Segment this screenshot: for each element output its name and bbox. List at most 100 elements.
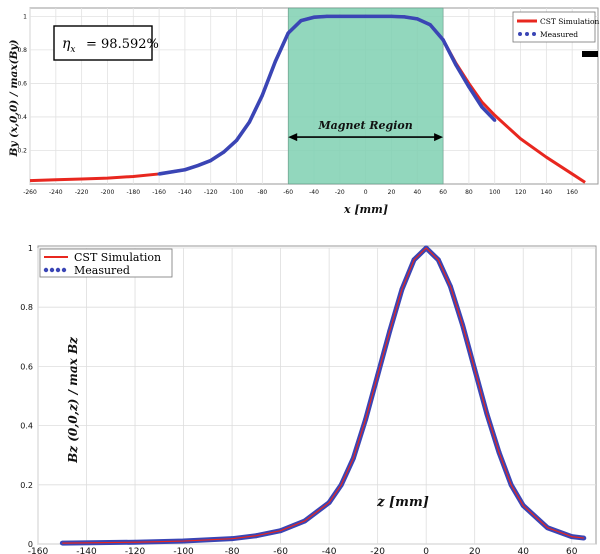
top-x-tick-label: 40 — [413, 189, 421, 196]
bottom-legend-meas-label: Measured — [74, 264, 130, 277]
bottom-x-tick-label: -80 — [225, 547, 240, 554]
top-y-tick-label: 1 — [23, 13, 27, 20]
top-measured-point — [402, 15, 406, 19]
bottom-y-tick-labels: 0 0.2 0.4 0.6 0.8 1 — [20, 244, 33, 549]
top-measured-point — [338, 14, 342, 18]
bottom-grid — [37, 247, 596, 545]
top-measured-point — [234, 138, 239, 143]
top-legend-meas-label: Measured — [540, 30, 578, 39]
top-x-tick-label: -220 — [75, 189, 89, 196]
top-measured-point — [415, 17, 419, 21]
top-x-tick-label: -180 — [126, 189, 140, 196]
bottom-x-tick-label: 40 — [517, 547, 529, 554]
top-series-measured-line — [158, 14, 497, 176]
top-x-tick-label: 0 — [364, 189, 368, 196]
top-measured-point — [260, 93, 264, 97]
bottom-x-axis-label: z [mm] — [376, 495, 429, 510]
top-measured-point — [364, 14, 368, 18]
top-measured-point — [428, 23, 432, 27]
top-x-tick-label: -140 — [178, 189, 192, 196]
top-measured-point — [480, 105, 484, 109]
top-x-tick-label: -200 — [101, 189, 115, 196]
top-measured-point — [454, 63, 458, 67]
top-y-tick-label: 0.2 — [17, 147, 27, 154]
magnet-region-shade — [287, 7, 444, 185]
bottom-y-tick-label: 0.8 — [20, 303, 33, 312]
top-x-tick-labels: -260 -240 -220 -200 -180 -160 -140 -120 -100 -80-… — [23, 189, 578, 196]
magnet-region-arrowhead-left — [288, 133, 298, 142]
bottom-x-tick-label: -160 — [28, 547, 49, 554]
top-x-tick-label: -160 — [152, 189, 166, 196]
top-x-axis-label: x [mm] — [343, 203, 388, 216]
top-x-tick-label: -80 — [257, 189, 267, 196]
top-y-axis-label: By (x,0,0) / max(By) — [8, 39, 20, 157]
bottom-x-tick-label: -20 — [370, 547, 385, 554]
top-measured-point — [209, 158, 213, 163]
bottom-y-tick-label: 0.4 — [20, 422, 33, 431]
top-x-tick-label: -60 — [283, 189, 293, 196]
bottom-y-tick-label: 0.6 — [20, 362, 33, 371]
top-measured-point — [312, 15, 316, 19]
efficiency-box: ηx = 98.592% — [53, 25, 159, 61]
bottom-y-tick-label: 1 — [28, 244, 33, 253]
top-x-tick-label: 60 — [439, 189, 447, 196]
bottom-series-group — [59, 245, 587, 546]
bottom-x-tick-label: 20 — [469, 547, 481, 554]
top-measured-point — [325, 14, 329, 18]
edge-marker — [582, 51, 598, 57]
bottom-measured-point — [59, 540, 65, 546]
top-x-tick-label: -100 — [230, 189, 244, 196]
bottom-legend-meas-swatch — [43, 267, 67, 273]
top-x-tick-label: -20 — [335, 189, 345, 196]
top-series-group — [29, 14, 586, 184]
top-x-tick-label: 80 — [465, 189, 473, 196]
top-x-tick-label: -120 — [204, 189, 218, 196]
top-x-tick-label: -40 — [309, 189, 319, 196]
top-measured-point — [299, 18, 303, 23]
top-x-tick-label: 100 — [489, 189, 501, 196]
top-measured-point — [273, 60, 277, 64]
top-x-tick-label: -240 — [49, 189, 63, 196]
top-legend-sim-label: CST Simulation — [540, 17, 600, 26]
bottom-legend: CST Simulation Measured — [39, 248, 173, 278]
bottom-x-tick-label: -60 — [273, 547, 288, 554]
top-y-tick-label: 0.6 — [17, 80, 27, 87]
magnet-region-label: Magnet Region — [318, 119, 413, 132]
top-measured-point — [441, 38, 445, 42]
bottom-x-tick-labels: -160 -140 -120 -100 -80 -60 -40 -20 0 20 40 60 — [28, 547, 578, 554]
bottom-y-tick-label: 0 — [28, 540, 33, 549]
top-measured-point — [183, 168, 187, 172]
top-measured-point — [389, 14, 394, 18]
top-measured-point — [286, 31, 290, 35]
bottom-plot-frame — [37, 245, 597, 545]
top-measured-point — [196, 163, 200, 168]
bottom-y-axis-label: Bz (0,0,z) / max Bz — [66, 336, 80, 464]
bottom-legend-sim-label: CST Simulation — [74, 251, 161, 264]
top-measured-point — [493, 118, 497, 122]
magnet-region-annotation: Magnet Region — [288, 119, 444, 142]
bottom-x-tick-label: -140 — [76, 547, 97, 554]
top-measured-point — [222, 150, 226, 154]
efficiency-symbol: ηx — [62, 36, 75, 55]
efficiency-value: = 98.592% — [86, 37, 159, 52]
top-measured-point — [467, 85, 471, 89]
top-x-tick-label: 140 — [541, 189, 553, 196]
top-x-tick-label: 20 — [388, 189, 396, 196]
top-y-tick-labels: 0.2 0.4 0.6 0.8 1 — [17, 13, 27, 154]
top-x-tick-label: 120 — [515, 189, 527, 196]
bottom-y-tick-label: 0.2 — [20, 481, 33, 490]
top-legend-meas-swatch — [518, 32, 536, 36]
top-chart: -260 -240 -220 -200 -180 -160 -140 -120 -100 -80-… — [8, 7, 600, 216]
bottom-chart: -160 -140 -120 -100 -80 -60 -40 -20 0 20 40 60 0 0.2… — [20, 244, 597, 554]
bottom-x-tick-label: -120 — [125, 547, 146, 554]
bottom-series-cst-simulation-line — [62, 247, 584, 544]
bottom-x-tick-label: -40 — [322, 547, 337, 554]
bottom-x-tick-label: -100 — [173, 547, 194, 554]
bottom-x-tick-label: 0 — [423, 547, 429, 554]
magnet-region-arrowhead-right — [434, 133, 444, 142]
top-measured-point — [157, 172, 161, 176]
top-y-tick-label: 0.8 — [17, 47, 27, 54]
bottom-x-tick-label: 60 — [566, 547, 578, 554]
top-x-tick-label: 160 — [566, 189, 578, 196]
